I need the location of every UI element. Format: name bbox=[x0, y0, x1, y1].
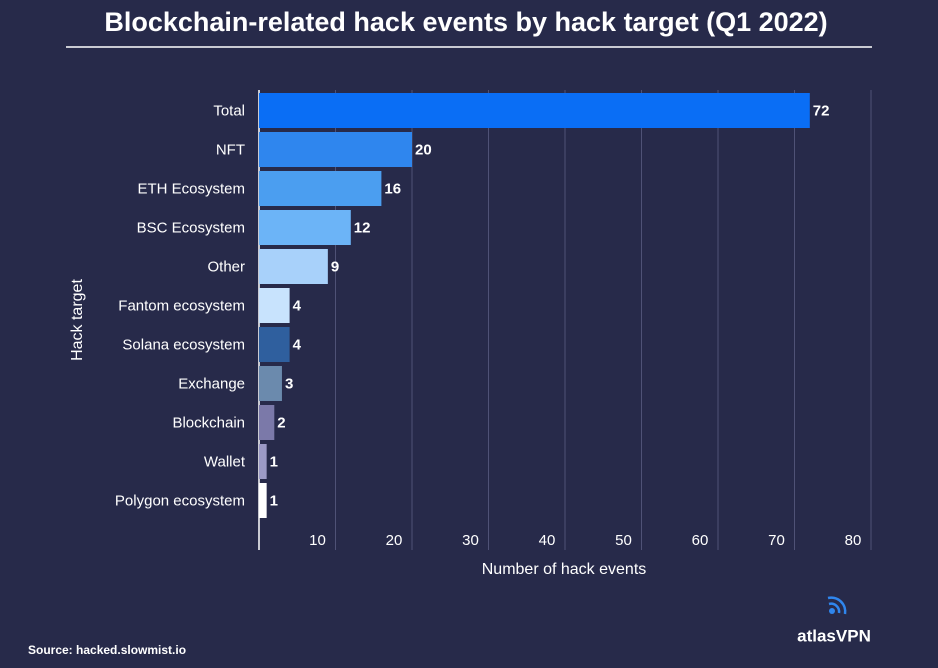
bar bbox=[259, 483, 267, 518]
bar bbox=[259, 366, 282, 401]
value-label: 4 bbox=[293, 297, 302, 314]
value-label: 20 bbox=[415, 141, 432, 158]
bar bbox=[259, 288, 290, 323]
x-tick-label: 80 bbox=[845, 532, 862, 549]
value-label: 3 bbox=[285, 375, 293, 392]
x-tick-label: 20 bbox=[386, 532, 403, 549]
y-tick-label: Blockchain bbox=[172, 414, 245, 431]
y-axis-label: Hack target bbox=[69, 279, 86, 361]
y-tick-label: Polygon ecosystem bbox=[115, 492, 245, 509]
bar bbox=[259, 210, 351, 245]
bar bbox=[259, 93, 810, 128]
y-tick-label: Solana ecosystem bbox=[122, 336, 245, 353]
y-tick-label: Exchange bbox=[178, 375, 245, 392]
value-label: 1 bbox=[270, 492, 278, 509]
x-tick-label: 30 bbox=[462, 532, 479, 549]
bar bbox=[259, 444, 267, 479]
value-label: 72 bbox=[813, 102, 830, 119]
bar bbox=[259, 405, 275, 440]
chart-title: Blockchain-related hack events by hack t… bbox=[104, 7, 827, 37]
value-label: 16 bbox=[384, 180, 401, 197]
value-label: 4 bbox=[293, 336, 302, 353]
y-tick-label: ETH Ecosystem bbox=[137, 180, 245, 197]
x-tick-label: 70 bbox=[768, 532, 785, 549]
y-tick-label: Other bbox=[207, 258, 245, 275]
y-tick-label: Wallet bbox=[204, 453, 246, 470]
y-tick-label: NFT bbox=[216, 141, 245, 158]
bar bbox=[259, 171, 382, 206]
y-tick-label: Total bbox=[213, 102, 245, 119]
logo bbox=[827, 596, 847, 615]
bar bbox=[259, 249, 328, 284]
brand: atlasVPN bbox=[797, 626, 871, 645]
x-tick-label: 60 bbox=[692, 532, 709, 549]
plot: 10 20 30 40 50 60 70 80 Total 72 NFT 20 ETH Ecosyste… bbox=[115, 90, 872, 550]
bar bbox=[259, 327, 290, 362]
x-tick-label: 50 bbox=[615, 532, 632, 549]
value-label: 2 bbox=[277, 414, 285, 431]
x-tick-label: 10 bbox=[309, 532, 326, 549]
value-label: 9 bbox=[331, 258, 339, 275]
y-tick-label: BSC Ecosystem bbox=[137, 219, 245, 236]
value-label: 12 bbox=[354, 219, 371, 236]
value-label: 1 bbox=[270, 453, 278, 470]
source: Source: hacked.slowmist.io bbox=[28, 643, 186, 657]
y-tick-label: Fantom ecosystem bbox=[118, 297, 245, 314]
x-tick-label: 40 bbox=[539, 532, 556, 549]
x-axis-label: Number of hack events bbox=[482, 561, 647, 578]
bar bbox=[259, 132, 412, 167]
